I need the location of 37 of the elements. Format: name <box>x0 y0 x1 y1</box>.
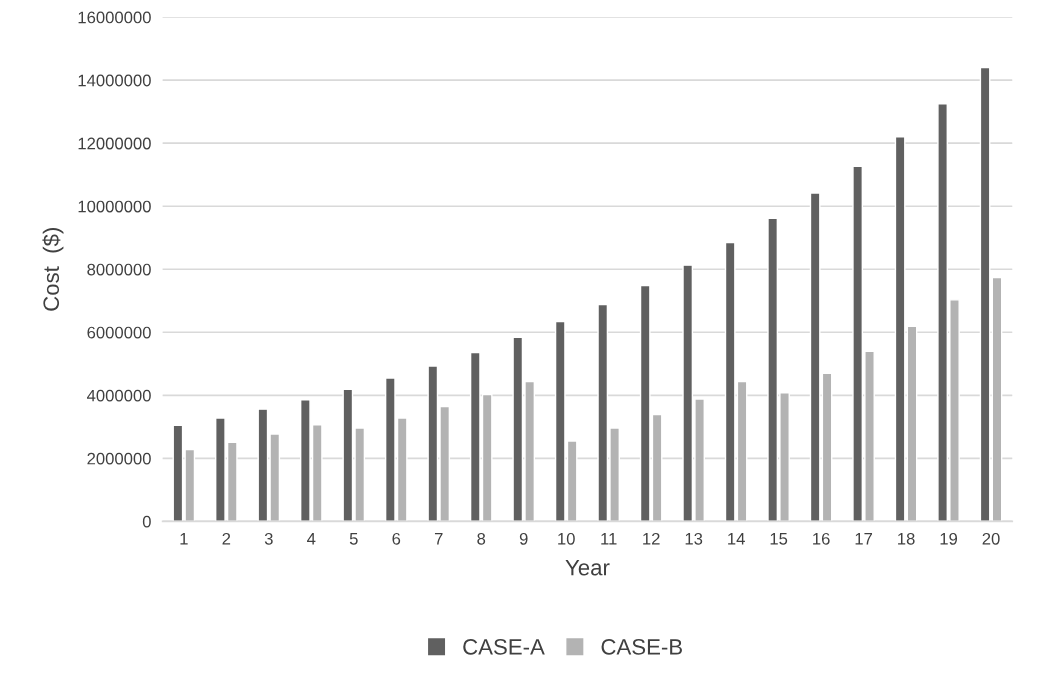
y-tick-label: 4000000 <box>86 389 151 402</box>
x-tick-label: 7 <box>434 533 443 545</box>
x-tick-label: 6 <box>392 532 401 545</box>
x-tick-label: 2 <box>222 532 231 545</box>
x-tick-label: 9 <box>519 532 528 545</box>
y-axis-title: Cost ($) <box>42 228 64 311</box>
x-tick-label: 19 <box>940 532 958 545</box>
x-tick-label: 10 <box>558 532 575 545</box>
x-tick-label: 20 <box>982 532 1000 545</box>
x-tick-label: 4 <box>307 533 316 545</box>
x-tick-label: 11 <box>601 533 617 545</box>
y-tick-label: 16000000 <box>78 11 151 24</box>
x-tick-label: 14 <box>728 533 745 545</box>
y-tick-label: 0 <box>142 515 151 528</box>
x-tick-label: 3 <box>264 532 273 545</box>
x-tick-label: 8 <box>477 532 486 545</box>
x-tick-label: 15 <box>770 533 788 545</box>
legend-label: CASE-A <box>463 639 545 655</box>
x-tick-label: 16 <box>813 532 830 545</box>
x-axis-title: Year <box>565 559 610 576</box>
x-tick-label: 12 <box>643 532 660 545</box>
legend-label: CASE-B <box>601 639 682 655</box>
y-tick-label: 12000000 <box>78 137 151 150</box>
bar <box>991 276 1003 522</box>
x-tick-label: 17 <box>855 533 873 545</box>
y-tick-label: 14000000 <box>78 74 151 87</box>
y-tick-label: 10000000 <box>78 200 151 213</box>
x-tick-label: 13 <box>685 532 703 545</box>
bar <box>906 325 918 522</box>
y-tick-label: 2000000 <box>87 452 151 465</box>
y-tick-label: 8000000 <box>87 263 151 276</box>
y-tick-label: 6000000 <box>87 326 151 339</box>
bar <box>979 66 991 522</box>
x-tick-label: 1 <box>180 533 188 545</box>
x-tick-label: 18 <box>898 532 915 545</box>
bar <box>894 136 906 522</box>
x-tick-label: 5 <box>349 533 358 545</box>
